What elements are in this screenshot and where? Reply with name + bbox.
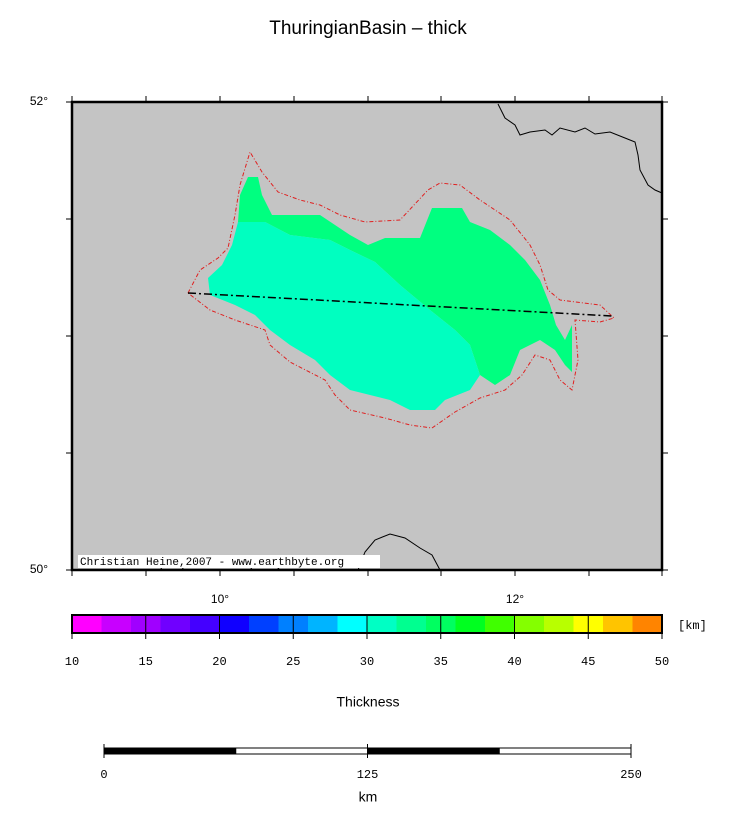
scalebar-segment — [103, 747, 237, 755]
thickness-region — [208, 222, 480, 410]
credit-box — [78, 555, 380, 568]
colorbar-segment — [101, 615, 132, 633]
colorbar-tick-label: 20 — [212, 655, 226, 669]
colorbar-segment — [485, 615, 515, 633]
colorbar-segment — [455, 615, 486, 633]
map-area: Christian Heine,2007 - www.earthbyte.org… — [30, 94, 668, 606]
colorbar-tick-label: 40 — [507, 655, 521, 669]
lat-label: 50° — [30, 562, 48, 576]
colorbar-tick-label: 35 — [434, 655, 448, 669]
colorbar-unit: [km] — [678, 619, 707, 633]
colorbar-segment — [514, 615, 545, 633]
frame-ticks — [66, 96, 668, 576]
colorbar-segment — [603, 615, 633, 633]
coastline — [357, 533, 441, 571]
colorbar-segment — [219, 615, 250, 633]
colorbar-segment — [396, 615, 427, 633]
thickness-region — [238, 177, 572, 385]
lon-label: 12° — [506, 592, 524, 606]
lat-label: 52° — [30, 94, 48, 108]
scalebar-segment — [498, 747, 632, 755]
scalebar-tick-label: 250 — [620, 768, 642, 782]
scalebar-tick-label: 0 — [100, 768, 107, 782]
colorbar-segment — [160, 615, 191, 633]
colorbar-tick-label: 45 — [581, 655, 595, 669]
colorbar-segment — [190, 615, 220, 633]
colorbar-tick-label: 15 — [139, 655, 153, 669]
scalebar-segment — [235, 747, 368, 755]
scalebar-unit: km — [359, 789, 378, 805]
scalebar: 0 125 250 — [100, 744, 642, 782]
colorbar-segment — [544, 615, 574, 633]
lon-label: 10° — [211, 592, 229, 606]
credit: Christian Heine,2007 - www.earthbyte.org — [80, 557, 344, 569]
colorbar-tick-label: 30 — [360, 655, 374, 669]
colorbar: 10 15 20 25 30 35 40 45 50 — [65, 614, 669, 669]
profile-line — [187, 292, 613, 317]
colorbar-tick-label: 50 — [655, 655, 669, 669]
colorbar-segment — [632, 615, 663, 633]
coastline — [497, 103, 663, 194]
colorbar-segment — [72, 615, 102, 633]
map-title: ThuringianBasin – thick — [269, 18, 467, 39]
scalebar-tick-label: 125 — [357, 768, 379, 782]
basin-outline — [187, 150, 615, 429]
colorbar-segment — [367, 615, 397, 633]
colorbar-tick-label: 10 — [65, 655, 79, 669]
colorbar-label: Thickness — [336, 694, 399, 710]
colorbar-tick-label: 25 — [286, 655, 300, 669]
colorbar-segment — [308, 615, 338, 633]
colorbar-segment — [249, 615, 279, 633]
colorbar-segment — [337, 615, 368, 633]
scalebar-segment — [367, 747, 500, 755]
